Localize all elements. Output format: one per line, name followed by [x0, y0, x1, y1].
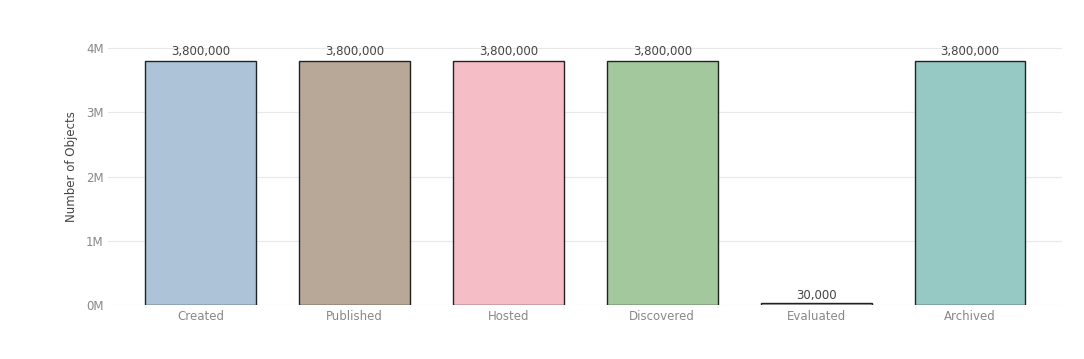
Bar — [453, 61, 564, 305]
Text: 30,000: 30,000 — [796, 289, 837, 302]
Text: 3,800,000: 3,800,000 — [325, 45, 384, 58]
Bar — [915, 61, 1025, 305]
Bar — [607, 61, 718, 305]
Bar — [299, 61, 410, 305]
Text: 3,800,000: 3,800,000 — [171, 45, 230, 58]
Bar — [761, 303, 872, 305]
Text: 3,800,000: 3,800,000 — [633, 45, 692, 58]
Text: 3,800,000: 3,800,000 — [941, 45, 999, 58]
Y-axis label: Number of Objects: Number of Objects — [65, 112, 78, 222]
Text: 3,800,000: 3,800,000 — [479, 45, 538, 58]
Bar — [145, 61, 256, 305]
